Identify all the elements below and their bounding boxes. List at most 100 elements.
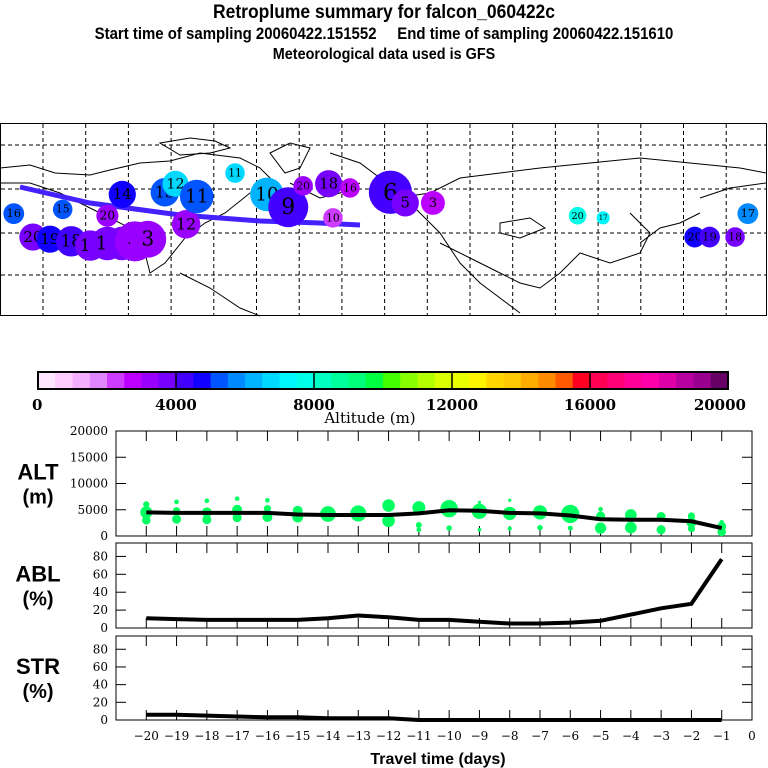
plume-point-label: 5 bbox=[401, 194, 411, 212]
x-tick-label: −5 bbox=[592, 729, 610, 743]
plume-point bbox=[129, 220, 167, 258]
plume-point bbox=[171, 210, 201, 239]
colorbar-cell bbox=[676, 372, 694, 389]
x-tick-label: −11 bbox=[406, 729, 431, 743]
plume-point-label: 16 bbox=[343, 181, 357, 194]
chart-title: Retroplume summary for falcon_060422c bbox=[213, 2, 555, 23]
altitude-scatter-point bbox=[412, 501, 426, 515]
panel-abl: 0 20 40 60 80 ABL(%) bbox=[15, 542, 753, 635]
colorbar-cell bbox=[503, 372, 522, 389]
panel-alt: 0 5000 10000 15000 20000 ALT(m) bbox=[17, 424, 753, 543]
colorbar-cell bbox=[469, 372, 487, 389]
plume-point bbox=[96, 204, 119, 227]
y-tick-label: 10000 bbox=[70, 477, 108, 491]
colorbar-cell bbox=[434, 372, 453, 389]
altitude-scatter-point bbox=[232, 513, 242, 523]
plume-point-label: 15 bbox=[56, 203, 70, 216]
x-tick-label: −20 bbox=[134, 729, 159, 743]
panel-frame bbox=[115, 635, 753, 721]
altitude-scatter-point bbox=[141, 515, 151, 525]
colorbar-tick-label: 12000 bbox=[426, 396, 478, 414]
plume-point bbox=[108, 180, 136, 208]
y-tick-label: 60 bbox=[93, 567, 108, 581]
colorbar-ticks: 0 4000 8000 12000 16000 20000 bbox=[32, 372, 746, 414]
y-axis-name: STR bbox=[16, 654, 60, 679]
x-tick-label: −9 bbox=[471, 729, 489, 743]
x-tick-label: −12 bbox=[376, 729, 401, 743]
plume-point bbox=[315, 170, 343, 198]
coastline bbox=[329, 152, 521, 314]
colorbar-cell bbox=[624, 372, 643, 389]
x-tick-label: −14 bbox=[315, 729, 341, 743]
x-tick-label: −17 bbox=[224, 729, 249, 743]
coastlines bbox=[0, 137, 767, 317]
coastline bbox=[394, 157, 767, 199]
colorbar-cell bbox=[555, 372, 574, 389]
y-tick-label: 80 bbox=[93, 642, 108, 656]
series-line bbox=[146, 712, 722, 722]
altitude-scatter-point bbox=[656, 525, 666, 535]
plume-point bbox=[737, 203, 759, 224]
altitude-scatter-point bbox=[234, 496, 240, 502]
colorbar-cell bbox=[107, 372, 125, 389]
y-tick-label: 20 bbox=[93, 695, 108, 709]
plume-point bbox=[420, 190, 445, 215]
colorbar-cell bbox=[417, 372, 436, 389]
plume-point bbox=[323, 208, 343, 228]
plume-point-label: 12 bbox=[166, 176, 184, 192]
x-tick-label: −8 bbox=[501, 729, 519, 743]
plume-point-label: 20 bbox=[100, 209, 115, 223]
plume-point-label: 20 bbox=[296, 179, 310, 192]
altitude-scatter-point bbox=[567, 525, 573, 531]
colorbar-cell bbox=[210, 372, 229, 389]
plume-point-label: 16 bbox=[6, 206, 21, 220]
colorbar-cell bbox=[348, 372, 367, 389]
x-tick-label: −1 bbox=[713, 729, 731, 743]
plume-point bbox=[179, 179, 214, 214]
colorbar-tick-label: 20000 bbox=[694, 396, 746, 414]
plume-point-label: 9 bbox=[281, 195, 295, 220]
colorbar-cell bbox=[521, 372, 539, 389]
plume-point bbox=[391, 189, 419, 217]
altitude-scatter-point bbox=[382, 514, 395, 528]
colorbar-cell bbox=[262, 372, 280, 389]
x-tick-label: −15 bbox=[285, 729, 310, 743]
x-tick-label: −3 bbox=[652, 729, 670, 743]
y-tick-label: 20000 bbox=[70, 424, 108, 438]
altitude-scatter-point bbox=[508, 498, 512, 502]
colorbar-cell bbox=[383, 372, 401, 389]
colorbar-cell bbox=[279, 372, 298, 389]
series-line bbox=[146, 508, 723, 531]
coastline bbox=[499, 217, 547, 239]
colorbar-cell bbox=[38, 372, 56, 389]
altitude-scatter-point bbox=[687, 525, 696, 533]
colorbar-cell bbox=[227, 372, 246, 389]
colorbar-cell bbox=[693, 372, 712, 389]
colorbar-cell bbox=[176, 372, 194, 389]
plume-point-label: 19 bbox=[40, 230, 59, 248]
y-axis-name: ALT bbox=[17, 460, 59, 485]
colorbar-cell bbox=[89, 372, 108, 389]
x-tick-label: −7 bbox=[531, 729, 549, 743]
coastline bbox=[439, 212, 651, 289]
plume-point bbox=[293, 176, 313, 196]
coastline bbox=[179, 272, 261, 317]
colorbar-cell bbox=[452, 372, 470, 389]
x-axis-label: Travel time (days) bbox=[370, 751, 505, 768]
altitude-scatter-point bbox=[594, 522, 607, 534]
altitude-colorbar: 0 4000 8000 12000 16000 20000 Altitude (m) bbox=[32, 371, 746, 425]
x-tick-label: −10 bbox=[436, 729, 461, 743]
plume-point-label: 10 bbox=[326, 211, 340, 224]
colorbar-cell bbox=[331, 372, 349, 389]
colorbar-cell bbox=[659, 372, 677, 389]
plume-point-label: 14 bbox=[113, 185, 132, 203]
altitude-scatter-point bbox=[598, 506, 603, 512]
plume-point bbox=[699, 226, 720, 248]
plume-point bbox=[36, 225, 64, 253]
plume-point-label: 18 bbox=[728, 230, 742, 243]
colorbar-cell bbox=[486, 372, 505, 389]
x-tick-label: −4 bbox=[622, 729, 640, 743]
y-axis-name: ABL bbox=[15, 562, 60, 587]
y-tick-label: 0 bbox=[100, 713, 108, 727]
coastline bbox=[699, 182, 767, 199]
